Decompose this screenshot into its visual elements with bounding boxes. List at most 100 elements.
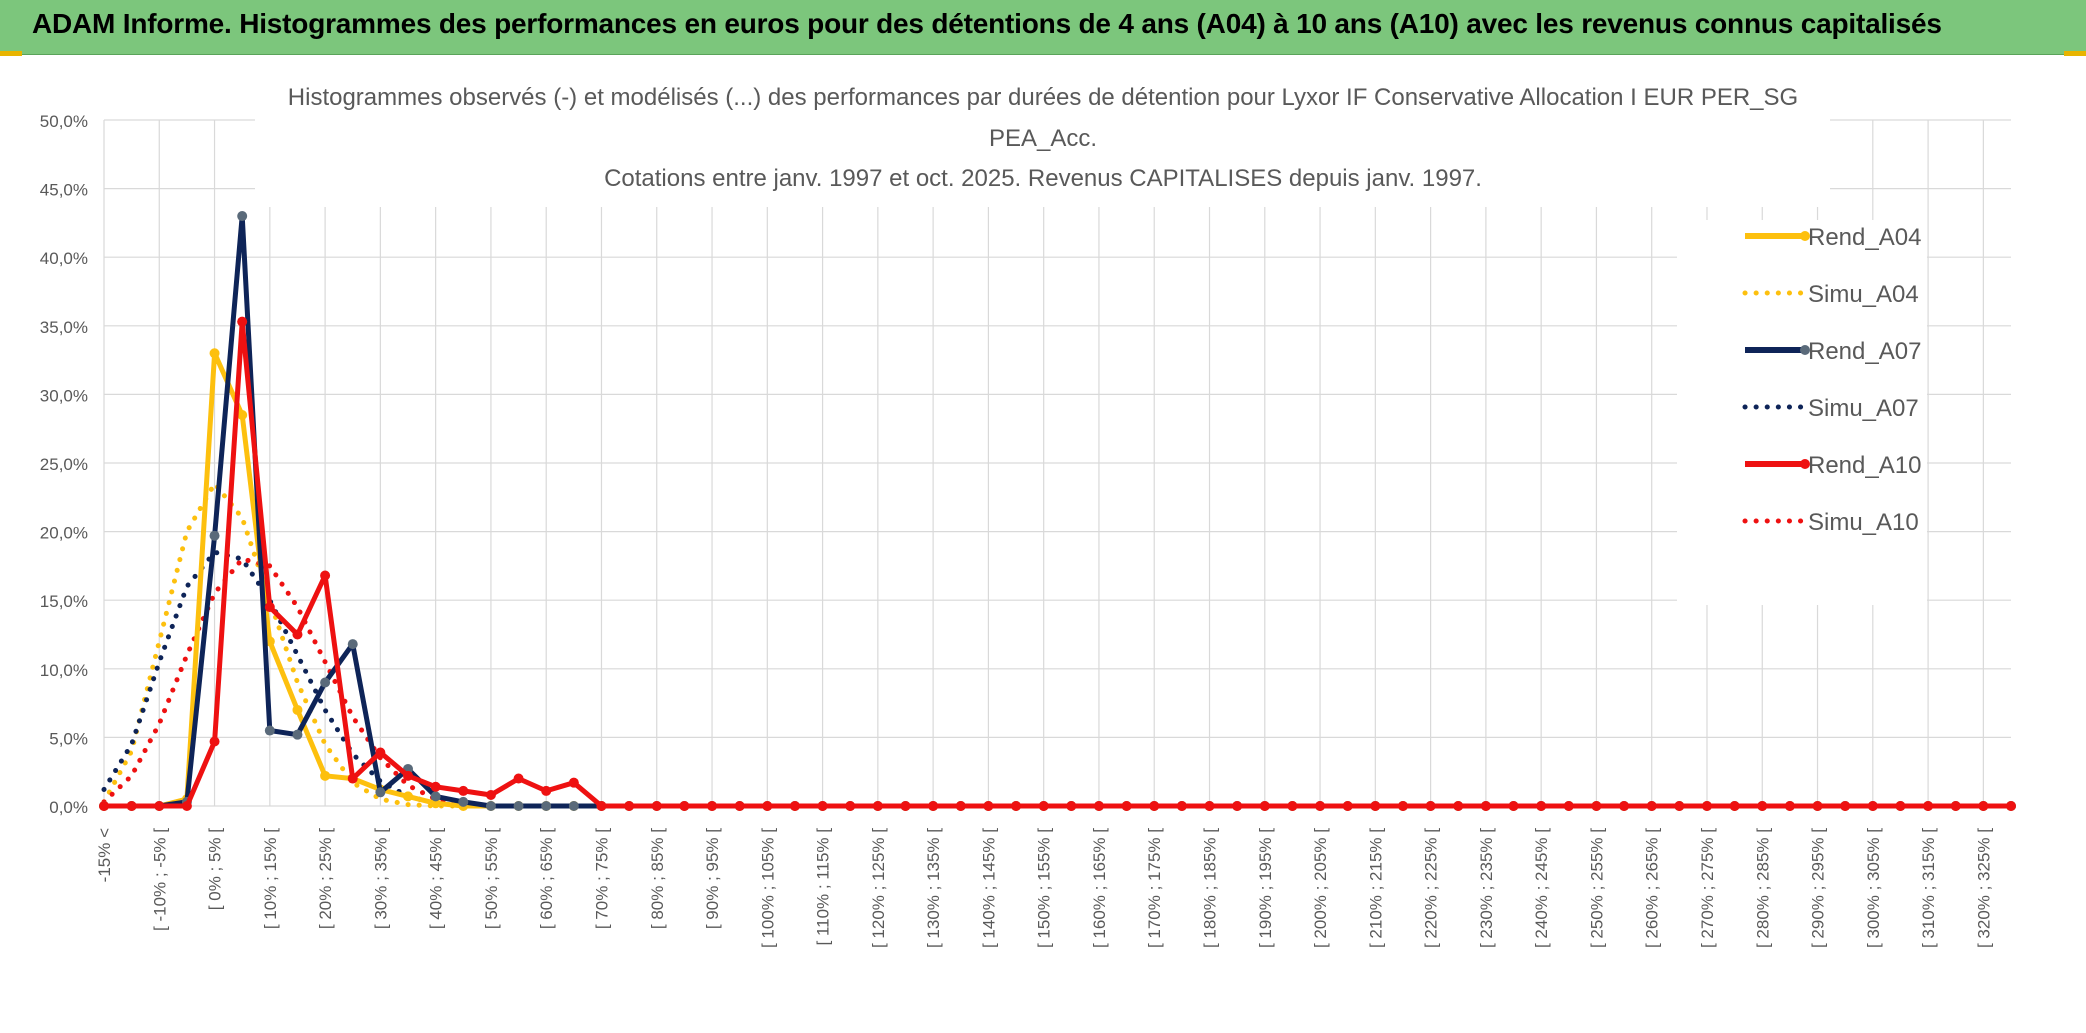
series-point-rend_a10 — [1315, 801, 1326, 811]
x-tick-label: [ 150% ; 155% [ — [1035, 828, 1054, 948]
x-tick-label: [ 320% ; 325% [ — [1974, 828, 1993, 948]
chart-area: 0,0% 5,0% 10,0% 15,0% 20,0% 25,0% 30,0% 35,0% 40… — [0, 55, 2086, 1033]
series-point-rend_a10 — [1895, 801, 1906, 811]
x-tick-label: [ 190% ; 195% [ — [1256, 828, 1275, 948]
series-point-rend_a10 — [845, 801, 856, 811]
series-point-rend_a10 — [99, 801, 109, 811]
series-point-rend_a10 — [1038, 801, 1049, 811]
series-line-rend_a10 — [104, 319, 2011, 809]
x-tick-label: [ 50% ; 55% [ — [482, 828, 501, 929]
legend-label-rend_a04: Rend_A04 — [1808, 224, 1921, 251]
x-tick-label: [ 100% ; 105% [ — [758, 828, 777, 948]
x-tick-label: [ 20% ; 25% [ — [316, 828, 335, 929]
legend-label-simu_a10: Simu_A10 — [1808, 509, 1919, 536]
series-point-rend_a10 — [1370, 801, 1381, 811]
y-tick-label: 50,0% — [40, 112, 88, 131]
series-point-rend_a10 — [1176, 801, 1187, 811]
series-point-rend_a10 — [734, 801, 745, 811]
corner-mark-left — [0, 51, 22, 56]
y-tick-label: 25,0% — [40, 455, 88, 474]
series-point-rend_a07 — [320, 677, 331, 688]
series-point-rend_a10 — [596, 801, 607, 811]
x-tick-label: [ -10% ; -5% [ — [150, 828, 169, 931]
series-point-rend_a10 — [1867, 801, 1878, 811]
chart-title-line: Histogrammes observés (-) et modélisés (… — [288, 84, 1798, 111]
x-tick-label: [ 300% ; 305% [ — [1864, 828, 1883, 948]
series-point-rend_a10 — [651, 801, 662, 811]
series-point-rend_a07 — [541, 801, 552, 811]
series-point-rend_a10 — [1646, 801, 1657, 811]
series-point-rend_a10 — [1840, 801, 1851, 811]
x-tick-label: [ 170% ; 175% [ — [1145, 828, 1164, 948]
x-tick-label: [ 260% ; 265% [ — [1643, 828, 1662, 948]
x-tick-label: [ 230% ; 235% [ — [1477, 828, 1496, 948]
legend-label-rend_a07: Rend_A07 — [1808, 338, 1921, 365]
legend-marker-rend_a10 — [1800, 459, 1810, 469]
series-point-rend_a10 — [375, 747, 386, 758]
histogram-chart: 0,0% 5,0% 10,0% 15,0% 20,0% 25,0% 30,0% 35,0% 40… — [40, 57, 2016, 948]
series-point-rend_a10 — [403, 770, 414, 781]
x-tick-label: [ 270% ; 275% [ — [1698, 828, 1717, 948]
y-tick-label: 0,0% — [49, 798, 88, 817]
series-point-rend_a10 — [1204, 801, 1215, 811]
series-point-rend_a10 — [1508, 801, 1519, 811]
y-tick-label: 35,0% — [40, 318, 88, 337]
x-tick-label: [ 0% ; 5% [ — [206, 828, 225, 910]
series-point-rend_a10 — [1342, 801, 1353, 811]
page-title: ADAM Informe. Histogrammes des performan… — [32, 8, 1942, 39]
chart-title-line: Cotations entre janv. 1997 et oct. 2025.… — [604, 165, 1482, 192]
series-line-simu_a10 — [101, 556, 2014, 809]
series-point-rend_a10 — [1232, 801, 1243, 811]
x-tick-label: [ 70% ; 75% [ — [592, 828, 611, 929]
series-point-rend_a10 — [1287, 801, 1298, 811]
series-point-rend_a07 — [568, 801, 579, 811]
series-point-rend_a10 — [485, 790, 496, 801]
series-point-rend_a10 — [154, 801, 165, 811]
y-tick-label: 30,0% — [40, 386, 88, 405]
x-tick-label: [ 180% ; 185% [ — [1201, 828, 1220, 948]
legend-background — [1677, 220, 1927, 605]
series-point-rend_a10 — [2006, 801, 2016, 811]
y-tick-label: 20,0% — [40, 524, 88, 543]
legend-label-simu_a07: Simu_A07 — [1808, 395, 1919, 422]
series-point-rend_a10 — [1701, 801, 1712, 811]
series-point-rend_a10 — [817, 801, 828, 811]
series-point-rend_a10 — [1784, 801, 1795, 811]
series-point-rend_a10 — [1066, 801, 1077, 811]
series-point-rend_a04 — [292, 704, 303, 715]
series-point-rend_a10 — [1536, 801, 1547, 811]
series-point-rend_a04 — [209, 348, 220, 359]
legend-label-rend_a10: Rend_A10 — [1808, 452, 1921, 479]
series-point-rend_a10 — [1950, 801, 1961, 811]
x-tick-label: [ 60% ; 65% [ — [537, 828, 556, 929]
series-point-rend_a10 — [264, 602, 275, 613]
series-point-rend_a10 — [541, 785, 552, 796]
series-point-rend_a10 — [1425, 801, 1436, 811]
series-point-rend_a07 — [485, 801, 496, 811]
series-point-rend_a10 — [430, 781, 441, 792]
series-point-rend_a10 — [1149, 801, 1160, 811]
series-point-rend_a07 — [458, 796, 469, 807]
series-point-rend_a10 — [209, 736, 220, 747]
x-tick-label: [ 280% ; 285% [ — [1753, 828, 1772, 948]
x-tick-label: [ 220% ; 225% [ — [1422, 828, 1441, 948]
legend-marker-rend_a04 — [1800, 231, 1810, 241]
x-tick-label: [ 310% ; 315% [ — [1919, 828, 1938, 948]
series-point-rend_a10 — [181, 801, 192, 811]
series-point-rend_a10 — [1453, 801, 1464, 811]
series-point-rend_a07 — [209, 530, 220, 541]
series-point-rend_a10 — [568, 777, 579, 788]
series-point-rend_a10 — [1729, 801, 1740, 811]
x-tick-label: [ 120% ; 125% [ — [869, 828, 888, 948]
series-point-rend_a10 — [928, 801, 939, 811]
series-point-rend_a10 — [1591, 801, 1602, 811]
corner-mark-right — [2064, 51, 2086, 56]
series-point-rend_a10 — [789, 801, 800, 811]
x-tick-label: [ 240% ; 245% [ — [1532, 828, 1551, 948]
series-point-rend_a10 — [513, 773, 524, 784]
series-point-rend_a10 — [707, 801, 718, 811]
y-tick-label: 40,0% — [40, 249, 88, 268]
series-point-rend_a07 — [292, 729, 303, 740]
y-tick-label: 5,0% — [49, 729, 88, 748]
x-tick-label: [ 140% ; 145% [ — [979, 828, 998, 948]
